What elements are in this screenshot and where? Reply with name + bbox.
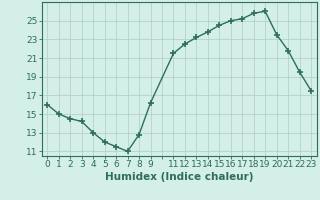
X-axis label: Humidex (Indice chaleur): Humidex (Indice chaleur) [105, 172, 253, 182]
